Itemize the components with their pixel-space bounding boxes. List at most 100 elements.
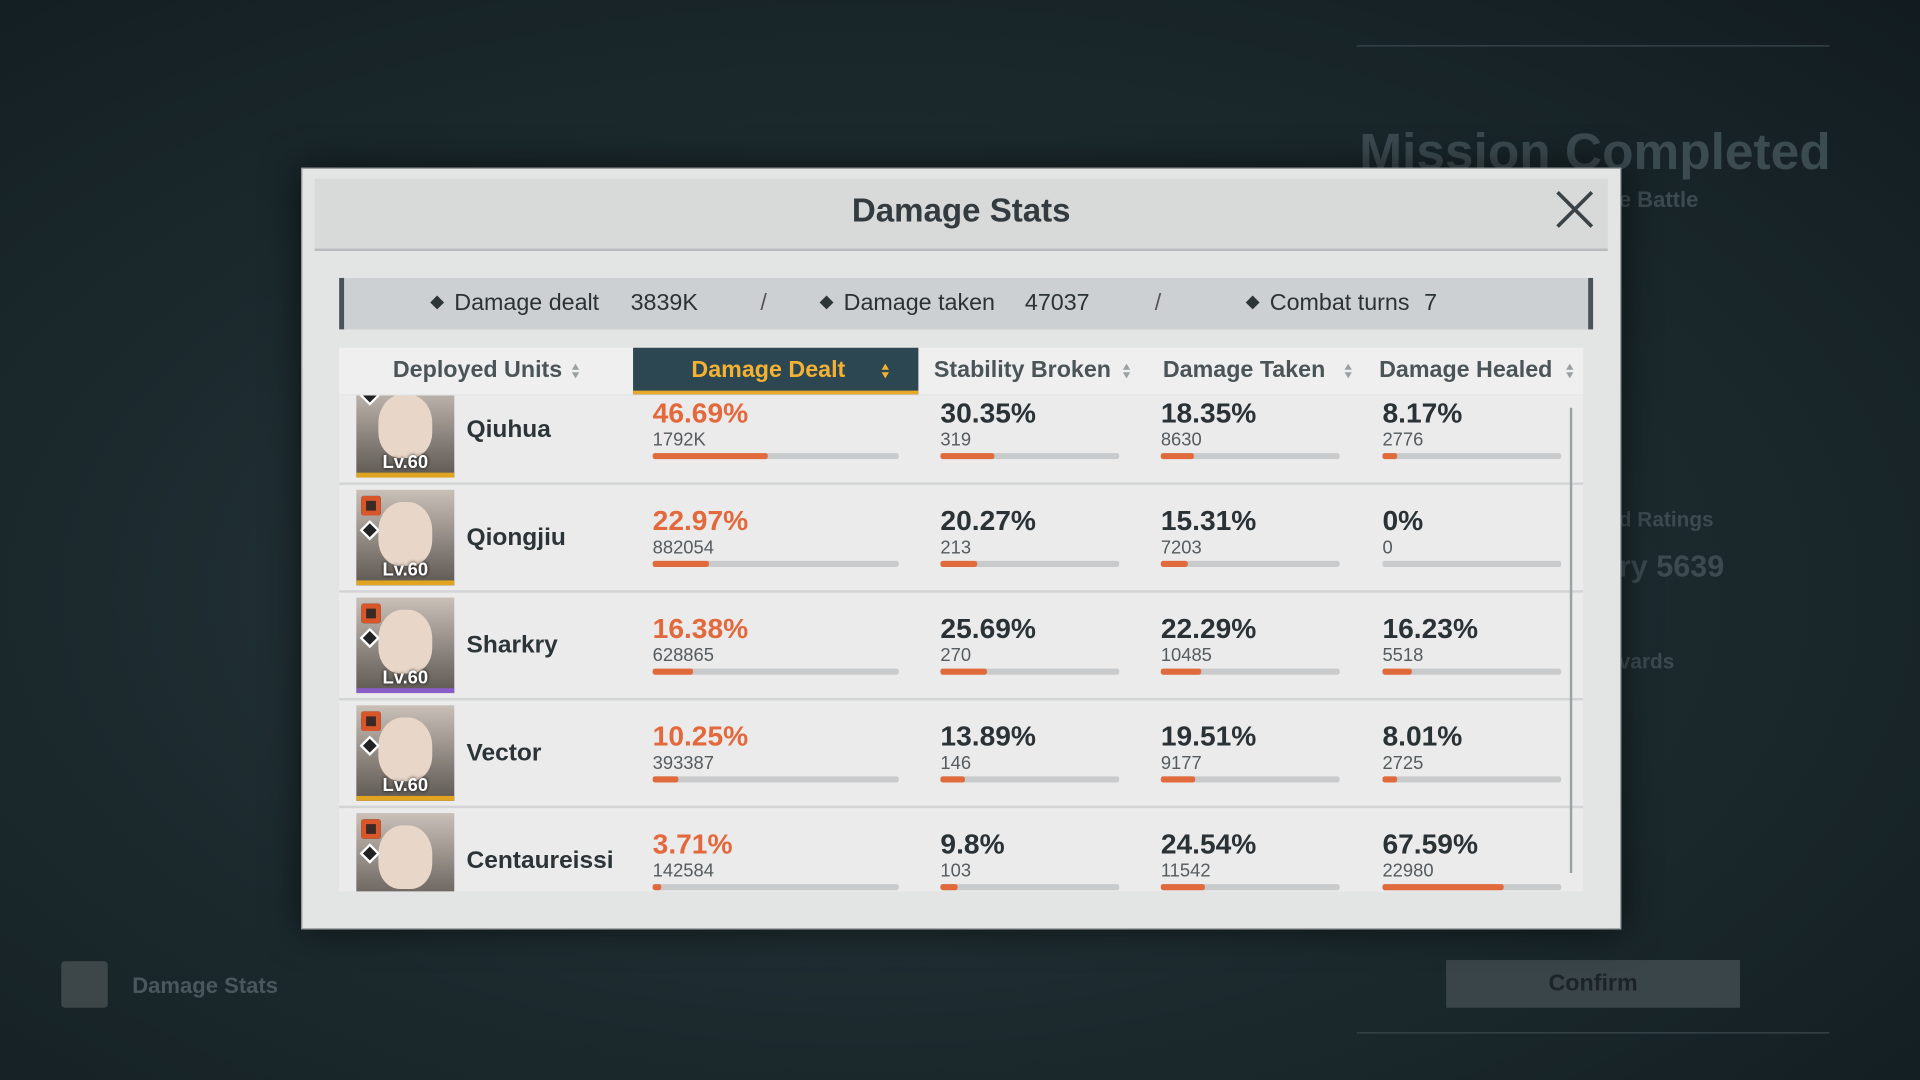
column-label: Stability Broken xyxy=(933,357,1112,384)
percent: 19.51% xyxy=(1160,720,1257,752)
bar-fill xyxy=(1160,884,1205,891)
damage-stats-button[interactable]: Damage Stats xyxy=(61,961,306,1010)
confirm-label: Confirm xyxy=(1548,971,1638,997)
percent: 22.29% xyxy=(1160,612,1257,645)
unit-name: Vector xyxy=(466,739,542,767)
row-divider xyxy=(339,697,1584,701)
bar-track xyxy=(1382,453,1562,460)
rating-value: ry 5639 xyxy=(1618,549,1725,585)
bar-fill xyxy=(940,776,966,783)
column-label: Damage Dealt xyxy=(691,357,846,384)
element-icon xyxy=(361,711,381,732)
portrait xyxy=(378,609,433,674)
bar-track xyxy=(940,884,1120,891)
column-label: Damage Taken xyxy=(1162,357,1326,384)
bar-fill xyxy=(652,668,693,675)
raw-value: 1792K xyxy=(652,429,706,451)
percent: 15.31% xyxy=(1160,504,1257,537)
summary-value: 7 xyxy=(1424,290,1438,316)
role-icon xyxy=(359,843,381,864)
column-tab[interactable]: Damage Taken xyxy=(1141,348,1361,395)
bullet xyxy=(430,295,445,310)
row-divider xyxy=(339,482,1584,485)
close-button[interactable] xyxy=(1554,189,1596,231)
active-tab[interactable]: Damage Dealt xyxy=(633,347,919,395)
bar-fill xyxy=(652,560,710,567)
row-divider xyxy=(339,805,1584,809)
divider xyxy=(1356,1032,1830,1034)
sort-icon xyxy=(1344,372,1352,379)
separator: / xyxy=(1154,290,1162,316)
percent: 22.97% xyxy=(652,504,749,537)
modal-title: Damage Stats xyxy=(851,192,1071,229)
unit-name: Qiuhua xyxy=(466,416,551,444)
percent: 16.23% xyxy=(1382,612,1478,645)
summary-value: 3839K xyxy=(630,290,698,316)
bar-track xyxy=(652,776,899,783)
column-tab[interactable]: Deployed Units xyxy=(339,348,630,395)
percent: 16.38% xyxy=(652,612,749,645)
summary-label: Combat turns xyxy=(1269,290,1410,316)
bar-fill xyxy=(1160,560,1189,567)
modal: Damage Stats Damage dealt 3839K / Damage ta… xyxy=(301,167,1622,930)
unit-name: Centaureissi xyxy=(466,847,614,875)
bar-track xyxy=(940,560,1120,567)
row-divider xyxy=(339,590,1584,593)
raw-value: 2776 xyxy=(1382,429,1424,451)
rarity-stripe xyxy=(356,580,455,586)
bar-track xyxy=(652,668,899,675)
bar-fill xyxy=(940,560,977,567)
bar-track xyxy=(1160,560,1340,567)
bar-track xyxy=(1382,776,1562,783)
confirm-button[interactable]: Confirm xyxy=(1446,960,1741,1008)
avatar: Lv.60 xyxy=(356,395,455,478)
percent: 9.8% xyxy=(940,827,1005,860)
raw-value: 146 xyxy=(940,753,972,774)
avatar: Lv.60 xyxy=(356,705,455,801)
portrait xyxy=(378,502,433,566)
bar-track xyxy=(940,776,1120,783)
separator: / xyxy=(760,290,767,316)
percent: 0% xyxy=(1382,504,1424,537)
rewards-label: vards xyxy=(1618,650,1675,674)
bar-fill xyxy=(1160,776,1196,783)
bullet xyxy=(1245,295,1260,310)
column-label: Damage Healed xyxy=(1379,357,1553,384)
portrait xyxy=(378,825,433,889)
sort-icon xyxy=(1566,363,1574,370)
column-tab[interactable]: Damage Healed xyxy=(1363,348,1583,395)
portrait xyxy=(378,717,433,782)
summary-bar: Damage dealt 3839K / Damage taken 47037 / Comb… xyxy=(339,277,1594,330)
bar-track xyxy=(940,453,1120,460)
element-icon xyxy=(361,819,381,839)
role-icon xyxy=(359,735,381,757)
bar-track xyxy=(1382,560,1562,567)
bar-track xyxy=(1382,668,1562,675)
role-icon xyxy=(359,519,381,541)
sort-icon xyxy=(1122,372,1131,379)
raw-value: 103 xyxy=(940,860,972,882)
ratings-label: d Ratings xyxy=(1618,508,1714,532)
raw-value: 213 xyxy=(940,537,972,559)
bar-fill xyxy=(1160,668,1201,675)
role-icon xyxy=(359,627,381,649)
bar-fill xyxy=(940,884,958,891)
bar-fill xyxy=(1382,776,1397,783)
title-bar xyxy=(314,178,1608,250)
bar-fill xyxy=(1382,453,1398,460)
raw-value: 5518 xyxy=(1382,645,1424,667)
bar-track xyxy=(652,884,899,891)
raw-value: 10485 xyxy=(1160,645,1212,667)
summary-label: Damage dealt xyxy=(454,290,600,316)
rarity-stripe xyxy=(356,795,455,801)
raw-value: 11542 xyxy=(1160,860,1211,882)
raw-value: 270 xyxy=(940,645,972,667)
table-header: Deployed Units Damage Dealt Stability Brok… xyxy=(339,347,1584,395)
raw-value: 628865 xyxy=(652,645,714,667)
percent: 8.01% xyxy=(1382,720,1463,752)
sort-icon xyxy=(1122,363,1131,370)
avatar: Lv.60 xyxy=(356,597,455,694)
column-tab[interactable]: Stability Broken xyxy=(920,348,1140,395)
